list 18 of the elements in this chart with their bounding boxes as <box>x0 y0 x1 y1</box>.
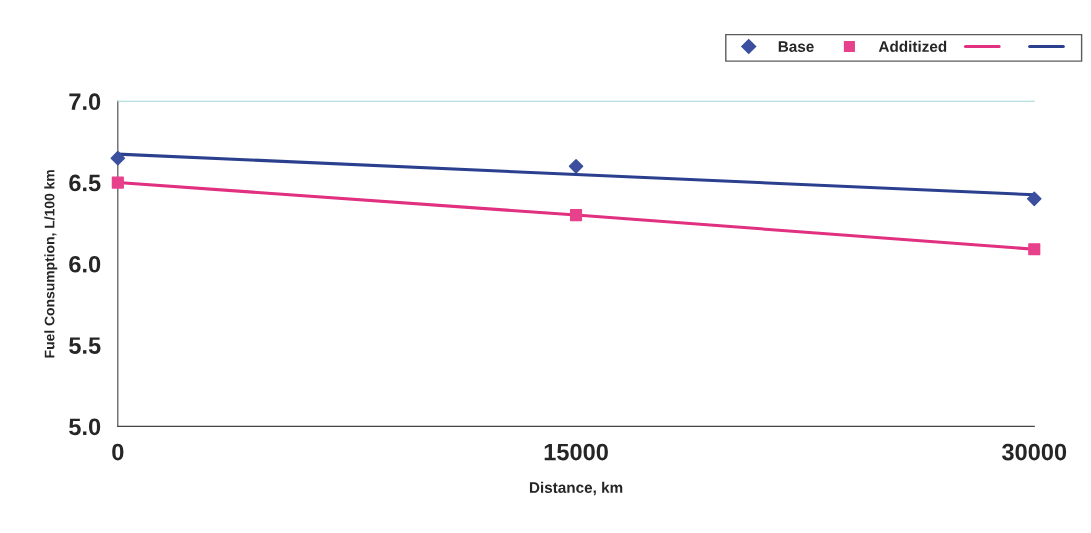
x-tick-label: 30000 <box>1001 443 1067 461</box>
y-tick-label: 5.5 <box>69 337 101 354</box>
y-axis-title: Fuel Consumption, L/100 km <box>44 170 58 358</box>
point <box>110 150 126 166</box>
y-tick-label: 6.0 <box>69 255 101 273</box>
point <box>1028 243 1041 256</box>
point <box>111 176 124 189</box>
y-tick-label: 6.5 <box>69 174 101 192</box>
y-tick-label: 7.0 <box>69 93 101 111</box>
x-axis-title: Distance, km <box>529 481 623 496</box>
point <box>568 159 584 174</box>
point <box>1026 191 1042 207</box>
legend-label: Additized <box>878 40 947 52</box>
x-tick-label: 15000 <box>544 443 608 461</box>
legend-label: Base <box>778 41 814 52</box>
x-tick-label: 0 <box>112 443 124 461</box>
point <box>569 208 583 222</box>
y-tick-label: 5.0 <box>69 418 101 436</box>
